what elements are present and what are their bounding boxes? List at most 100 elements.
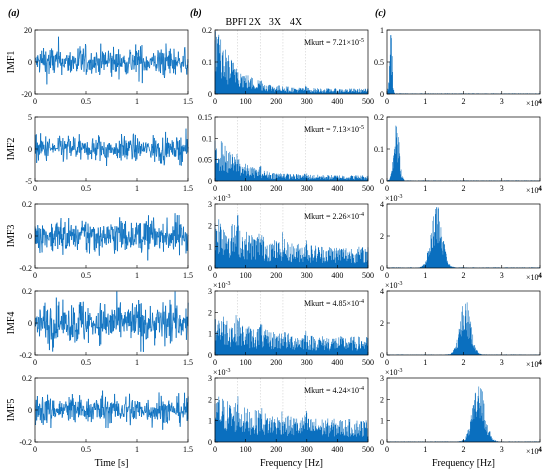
col-c-row5-xtick-label-0: 0 <box>385 445 389 454</box>
col-b-row1-ytick-label-2: 0.2 <box>202 26 212 35</box>
col-c-row2-xtick-label-1: 1 <box>423 184 427 193</box>
col-a-row4-xtick-label-3: 1.5 <box>183 358 193 367</box>
col-b-row5-spectrum-line <box>214 396 369 442</box>
col-a-row5-ytick-label-1: 0 <box>28 406 32 415</box>
col-c-row1-xtick-label-1: 1 <box>423 97 427 106</box>
col-c-row3-xtick-label-0: 0 <box>385 271 389 280</box>
col-c-row1-ytick-label-0: 0 <box>380 90 384 99</box>
col-b-row3-y-exponent: ×10-3 <box>213 194 231 203</box>
col-a-row2-ylabel: IMF2 <box>6 138 17 161</box>
col-b-row5-xtick-label-3: 300 <box>301 445 313 454</box>
col-b-row5-ytick-label-0: 0 <box>208 438 212 447</box>
col-b-row4-ytick-label-2: 2 <box>208 308 212 317</box>
col-a-row1-signal-line <box>34 36 189 85</box>
col-a-row2-ytick-label-1: 0 <box>28 145 32 154</box>
col-a-row5-ylabel: IMF5 <box>6 399 17 422</box>
col-b-row3-xtick-label-5: 500 <box>362 271 374 280</box>
col-a-row2-ytick-label-0: -5 <box>25 177 32 186</box>
col-b-row2-xtick-label-2: 200 <box>270 184 282 193</box>
col-a-row5-signal-line-fill <box>35 390 189 430</box>
col-a-row2-xtick-label-1: 0.5 <box>81 184 91 193</box>
col-b-row3-xtick-label-3: 300 <box>301 271 313 280</box>
col-a-row2-xtick-label-3: 1.5 <box>183 184 193 193</box>
col-a-row1-xtick-label-2: 1 <box>135 97 139 106</box>
col-c-row2-xtick-label-0: 0 <box>385 184 389 193</box>
col-b-row4-ytick-label-3: 3 <box>208 287 212 296</box>
col-c-row4-fft-line <box>386 302 541 355</box>
col-b-row1-xtick-label-0: 0 <box>213 97 217 106</box>
col-b-row5-xtick-label-0: 0 <box>213 445 217 454</box>
col-a-row5-xtick-label-0: 0 <box>33 445 37 454</box>
col-a-row4-ytick-label-1: 0 <box>28 319 32 328</box>
col-c-row2-xtick-label-3: 3 <box>500 184 504 193</box>
col-c-row5-y-exponent: ×10-3 <box>385 368 403 377</box>
col-c-row5-xtick-label-2: 2 <box>462 445 466 454</box>
col-c-row1-ytick-label-2: 1 <box>380 26 384 35</box>
col-c-row5-ytick-label-1: 1 <box>380 417 384 426</box>
col-c-row5-ytick-label-2: 2 <box>380 395 384 404</box>
harmonic-label-3: 3X <box>269 17 282 28</box>
col-c-row5-x-exponent: ×104 <box>526 447 542 456</box>
col-b-row3-spectrum-line <box>214 214 369 268</box>
col-a-row3-signal-line <box>34 213 189 261</box>
col-b-row2-xtick-label-4: 400 <box>331 184 343 193</box>
col-c-row3-ytick-label-2: 4 <box>380 200 384 209</box>
col-c-row3-xtick-label-1: 1 <box>423 271 427 280</box>
col-a-row3-xtick-label-0: 0 <box>33 271 37 280</box>
col-c-row4-ytick-label-2: 4 <box>380 287 384 296</box>
col-b-row1-xtick-label-1: 100 <box>240 97 252 106</box>
col-c-row3-x-exponent: ×104 <box>526 273 542 282</box>
col-b-row2-spectrum-line <box>214 140 369 181</box>
col-c-row3-ytick-label-0: 0 <box>380 264 384 273</box>
col-b-row2-ytick-label-0: 0 <box>208 177 212 186</box>
col-a-row3-ytick-label-2: 0.2 <box>22 200 32 209</box>
harmonic-label-1: BPFI <box>225 17 246 28</box>
col-a-row5-xtick-label-3: 1.5 <box>183 445 193 454</box>
col-b-row4-ytick-label-0: 0 <box>208 351 212 360</box>
col-a-row3-xtick-label-1: 0.5 <box>81 271 91 280</box>
col-a-row3-ylabel: IMF3 <box>6 225 17 248</box>
col-c-row4-ytick-label-0: 0 <box>380 351 384 360</box>
col-a-row5-xtick-label-1: 0.5 <box>81 445 91 454</box>
col-c-row2-ytick-label-0: 0 <box>380 177 384 186</box>
col-b-row2-ytick-label-1: 0.05 <box>198 156 212 165</box>
col-c-row1-xtick-label-0: 0 <box>385 97 389 106</box>
col-b-row3-xtick-label-1: 100 <box>240 271 252 280</box>
col-a-row2-signal-line-fill <box>35 128 189 167</box>
col-c-row4-xtick-label-4: 4 <box>538 358 542 367</box>
col-b-row3-xtick-label-4: 400 <box>331 271 343 280</box>
col-b-row2-ytick-label-3: 0.15 <box>198 113 212 122</box>
panel-label-b: (b) <box>190 8 202 19</box>
col-b-row4-xtick-label-5: 500 <box>362 358 374 367</box>
col-c-row4-y-exponent: ×10-3 <box>385 281 403 290</box>
col-a-row4-ytick-label-2: 0.2 <box>22 287 32 296</box>
col-c-row4-xtick-label-0: 0 <box>385 358 389 367</box>
col-a-row2-ytick-label-2: 5 <box>28 113 32 122</box>
col-b-row1-mkurt-annotation: Mkurt = 7.21×10-5 <box>304 38 364 47</box>
col-a-row4-ytick-label-0: -0.2 <box>19 351 32 360</box>
col-b-row5-ytick-label-2: 2 <box>208 395 212 404</box>
col-a-row4-xtick-label-2: 1 <box>135 358 139 367</box>
col-b-row5-xtick-label-2: 200 <box>270 445 282 454</box>
col-a-row3-signal-line-fill <box>35 213 189 261</box>
col-a-row4-xtick-label-0: 0 <box>33 358 37 367</box>
col-c-row1-xtick-label-4: 4 <box>538 97 542 106</box>
col-a-row5-ytick-label-0: -0.2 <box>19 438 32 447</box>
col-b-row2-xtick-label-0: 0 <box>213 184 217 193</box>
col-b-row5-xtick-label-4: 400 <box>331 445 343 454</box>
col-b-row3-ytick-label-0: 0 <box>208 264 212 273</box>
col-a-row5-ytick-label-2: 0.2 <box>22 374 32 383</box>
col-a-row2-xtick-label-0: 0 <box>33 184 37 193</box>
col-a-row5-xtick-label-2: 1 <box>135 445 139 454</box>
harmonic-label-4: 4X <box>290 17 303 28</box>
col-c-row2-xtick-label-4: 4 <box>538 184 542 193</box>
col-a-row1-ytick-label-1: 0 <box>28 58 32 67</box>
col-b-row2-xtick-label-3: 300 <box>301 184 313 193</box>
col-b-row1-xtick-label-5: 500 <box>362 97 374 106</box>
col-a-xlabel: Time [s] <box>95 458 129 469</box>
col-c-row1-xtick-label-2: 2 <box>462 97 466 106</box>
col-c-row2-ytick-label-2: 0.2 <box>374 113 384 122</box>
col-b-row4-xtick-label-1: 100 <box>240 358 252 367</box>
col-b-xlabel: Frequency [Hz] <box>260 458 323 469</box>
col-c-row1-ytick-label-1: 0.5 <box>374 58 384 67</box>
